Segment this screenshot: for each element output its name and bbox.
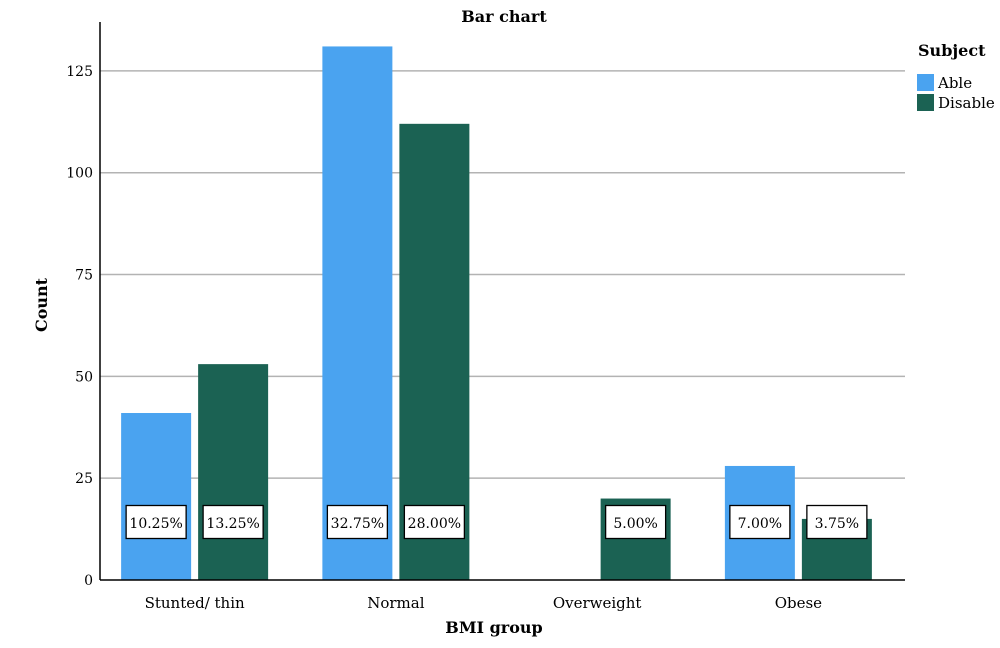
y-tick-label: 100	[66, 166, 93, 182]
x-tick-label: Normal	[367, 594, 424, 612]
data-label: 3.75%	[815, 516, 859, 532]
x-tick-labels: Stunted/ thin Normal Overweight Obese	[145, 594, 823, 612]
data-label-box	[326, 504, 389, 540]
legend-label-able: Able	[937, 74, 972, 92]
data-label: 5.00%	[613, 516, 657, 532]
y-tick-labels: 0 25 50 75 100 125	[66, 64, 93, 589]
bar-able	[121, 413, 192, 580]
data-label-box	[729, 504, 791, 540]
legend: Subject Able Disable	[917, 41, 995, 112]
data-label: 28.00%	[408, 516, 461, 532]
chart-title: Bar chart	[461, 7, 547, 26]
data-label: 7.00%	[738, 516, 782, 532]
x-tick-label: Obese	[775, 594, 822, 612]
bars	[121, 46, 872, 580]
data-labels: 10.25% 13.25% 32.75% 28.00% 5.00% 7.00% 3.75%	[125, 504, 868, 540]
legend-swatch-able	[917, 74, 934, 91]
bar-able	[322, 46, 393, 580]
x-tick-label: Stunted/ thin	[145, 594, 245, 612]
y-tick-label: 125	[66, 64, 93, 80]
legend-title: Subject	[918, 41, 986, 60]
data-label: 13.25%	[206, 516, 259, 532]
bar-disable	[399, 123, 470, 580]
axes	[99, 22, 905, 581]
bar-disable	[198, 364, 269, 580]
y-tick-label: 25	[75, 471, 93, 487]
y-tick-label: 0	[84, 573, 93, 589]
data-label-box	[125, 504, 187, 540]
legend-items: Able Disable	[917, 74, 995, 112]
data-label: 32.75%	[331, 516, 384, 532]
legend-swatch-disable	[917, 94, 934, 111]
data-label-box	[604, 504, 667, 540]
x-axis-title: BMI group	[445, 618, 542, 637]
x-tick-label: Overweight	[553, 594, 642, 612]
data-label-box	[806, 504, 868, 540]
legend-label-disable: Disable	[938, 94, 995, 112]
y-tick-label: 50	[75, 369, 93, 385]
y-axis-title: Count	[32, 277, 51, 332]
data-label-box	[403, 504, 466, 540]
data-label-box	[202, 504, 264, 540]
y-tick-label: 75	[75, 268, 93, 284]
data-label: 10.25%	[129, 516, 182, 532]
